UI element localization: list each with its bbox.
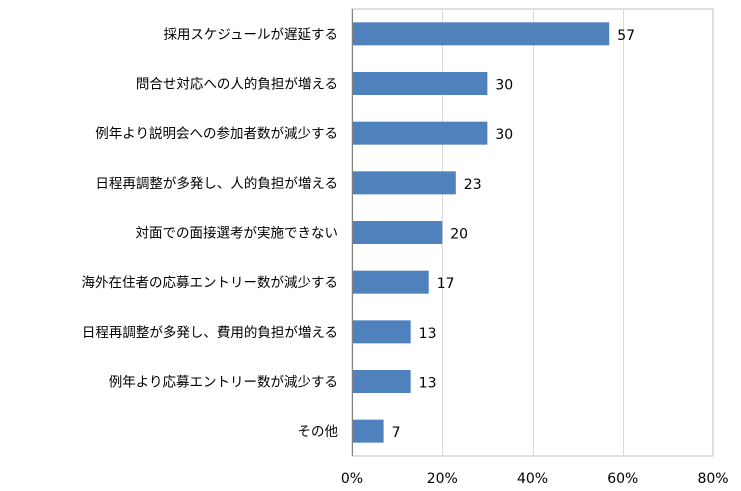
x-tick-label-4: 80% — [697, 471, 728, 487]
category-label-7: 例年より応募エントリー数が減少する — [109, 374, 338, 391]
category-label-5: 海外在住者の応募エントリー数が減少する — [82, 274, 339, 291]
x-tick-label-2: 40% — [517, 471, 548, 487]
bar-1 — [352, 72, 488, 95]
value-label-4: 20 — [450, 227, 468, 243]
bar-4 — [352, 221, 443, 244]
category-label-3: 日程再調整が多発し、人的負担が増える — [95, 175, 338, 192]
bar-5 — [352, 270, 429, 294]
bar-6 — [352, 320, 411, 344]
category-label-6: 日程再調整が多発し、費用的負担が増える — [82, 324, 338, 341]
category-label-0: 採用スケジュールが遅延する — [163, 27, 338, 43]
value-label-8: 7 — [392, 425, 401, 441]
bar-8 — [352, 419, 384, 443]
bar-0 — [352, 22, 610, 46]
value-label-1: 30 — [495, 78, 513, 94]
category-label-2: 例年より説明会への参加者数が減少する — [95, 125, 338, 142]
value-label-5: 17 — [437, 276, 455, 292]
bar-7 — [352, 370, 411, 393]
value-label-7: 13 — [419, 376, 437, 392]
value-label-2: 30 — [495, 127, 513, 143]
bar-2 — [352, 121, 488, 145]
x-tick-label-1: 20% — [427, 471, 458, 487]
category-label-4: 対面での面接選考が実施できない — [136, 225, 339, 242]
category-label-1: 問合せ対応への人的負担が増える — [136, 77, 338, 93]
value-label-0: 57 — [617, 28, 635, 44]
value-label-6: 13 — [419, 326, 437, 342]
x-tick-label-3: 60% — [607, 471, 638, 487]
category-label-8: その他 — [298, 424, 339, 440]
value-label-3: 23 — [464, 177, 482, 193]
bar-3 — [352, 171, 456, 195]
x-tick-label-0: 0% — [341, 471, 363, 487]
